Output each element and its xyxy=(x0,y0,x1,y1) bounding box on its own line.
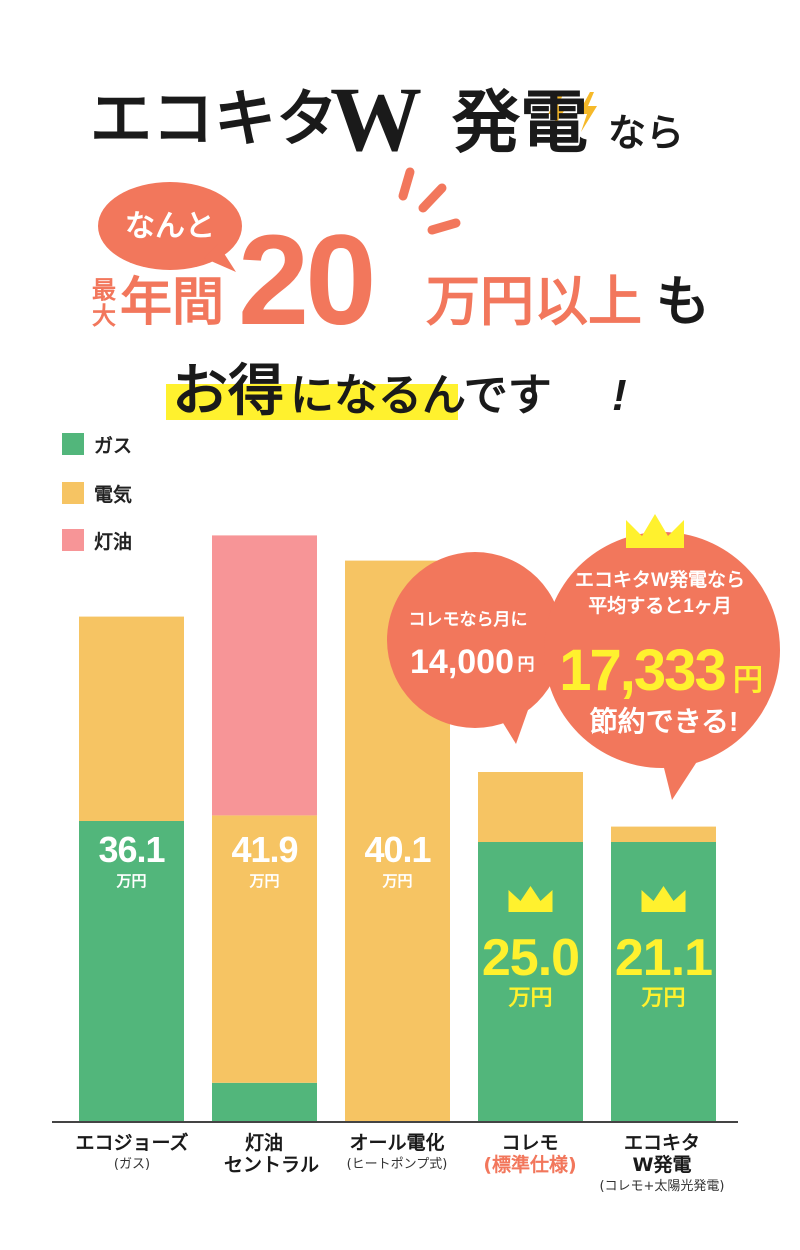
x-label-allelectric: オール電化 (ヒートポンプ式) xyxy=(327,1132,467,1176)
nanto-bubble: なんと xyxy=(98,182,242,272)
bar-segment-kerosene-1 xyxy=(212,535,317,816)
callout-large: エコキタW発電なら 平均すると1ヶ月 17,333 円 節約できる! xyxy=(544,514,780,800)
bar-segment-electric-1 xyxy=(212,815,317,1083)
callout-small: コレモなら月に 14,000 円 xyxy=(387,552,563,744)
callout-small-amount: 14,000 xyxy=(410,643,514,681)
bar-unit-label-0: 万円 xyxy=(115,873,146,890)
legend-label-electric: 電気 xyxy=(94,483,133,506)
legend-swatch-kerosene xyxy=(62,529,84,551)
legend-label-kerosene: 灯油 xyxy=(94,530,133,553)
headline: エコキタ W 発電 なら なんと 最 大 年間 20 万円以上 も お得 になる… xyxy=(90,68,710,422)
crown-icon-3 xyxy=(508,886,553,912)
callout-large-line3: 節約できる! xyxy=(590,705,739,737)
bar-total-label-4: 21.1 xyxy=(615,929,712,987)
crown-icon xyxy=(626,514,684,548)
legend-item-kerosene: 灯油 xyxy=(62,528,133,553)
bar-segment-electric-3 xyxy=(478,772,583,842)
highlight-band xyxy=(166,384,458,420)
bar-segment-gas-0 xyxy=(79,821,184,1122)
bar-segment-electric-4 xyxy=(611,826,716,842)
bar-unit-label-3: 万円 xyxy=(507,985,552,1010)
amount-unit: 万円以上 xyxy=(426,272,642,332)
callout-large-unit: 円 xyxy=(733,664,763,697)
legend-swatch-gas xyxy=(62,433,84,455)
x-label-touyu: 灯油 セントラル xyxy=(194,1132,334,1176)
bar-unit-label-4: 万円 xyxy=(640,985,685,1010)
sai-label: 最 xyxy=(92,277,117,304)
bar-total-label-0: 36.1 xyxy=(98,829,165,870)
callout-large-amount: 17,333 xyxy=(559,638,725,703)
x-label-ecojozu-sub: (ガス) xyxy=(113,1157,151,1172)
title-main: エコキタ xyxy=(90,85,338,154)
svg-text:なんと: なんと xyxy=(125,210,215,243)
x-label-ecojozu-main: エコジョーズ xyxy=(75,1132,189,1154)
crown-icon-4 xyxy=(641,886,686,912)
lightning-icon xyxy=(548,92,597,132)
bar-unit-label-2: 万円 xyxy=(381,873,412,890)
bar-total-label-1: 41.9 xyxy=(231,829,297,870)
callout-small-unit: 円 xyxy=(518,655,535,674)
x-label-allelectric-main: オール電化 xyxy=(349,1132,445,1154)
callout-large-line1: エコキタW発電なら xyxy=(575,568,745,591)
x-label-ecokita-main: エコキタ W発電 xyxy=(623,1132,700,1176)
excl-label: ! xyxy=(612,371,627,420)
x-label-ecokita-sub: (コレモ+太陽光発電) xyxy=(599,1179,725,1194)
bar-segment-electric-0 xyxy=(79,616,184,821)
legend-item-electric: 電気 xyxy=(62,481,133,506)
ninaru-label: になるんです xyxy=(290,371,552,420)
x-label-allelectric-sub: (ヒートポンプ式) xyxy=(346,1157,448,1172)
nenkan-label: 年間 xyxy=(120,274,224,332)
bar-total-label-3: 25.0 xyxy=(482,929,579,987)
x-label-ecokita: エコキタ W発電 (コレモ+太陽光発電) xyxy=(592,1132,732,1198)
x-label-koremo: コレモ (標準仕様) xyxy=(460,1132,600,1176)
callout-small-line1: コレモなら月に xyxy=(409,610,528,629)
title-gen: 発電 xyxy=(452,85,588,161)
legend-label-gas: ガス xyxy=(94,434,133,457)
title-w: W xyxy=(330,68,422,170)
title-nara: なら xyxy=(608,113,684,155)
callout-large-line2: 平均すると1ヶ月 xyxy=(588,594,732,617)
otoku-label: お得 xyxy=(172,359,284,422)
dai-label: 大 xyxy=(92,303,116,330)
bar-segment-gas-1 xyxy=(212,1082,317,1122)
legend-swatch-electric xyxy=(62,482,84,504)
bar-total-label-2: 40.1 xyxy=(364,829,431,870)
x-label-koremo-sub: (標準仕様) xyxy=(483,1154,577,1176)
x-label-ecojozu: エコジョーズ (ガス) xyxy=(62,1132,202,1176)
amount-number: 20 xyxy=(238,209,372,352)
burst-lines xyxy=(398,167,461,235)
bar-unit-label-1: 万円 xyxy=(248,873,279,890)
x-label-touyu-main: 灯油 セントラル xyxy=(224,1132,320,1176)
x-label-koremo-main: コレモ xyxy=(501,1132,559,1154)
legend-item-gas: ガス xyxy=(62,432,133,457)
mo-label: も xyxy=(656,272,710,332)
